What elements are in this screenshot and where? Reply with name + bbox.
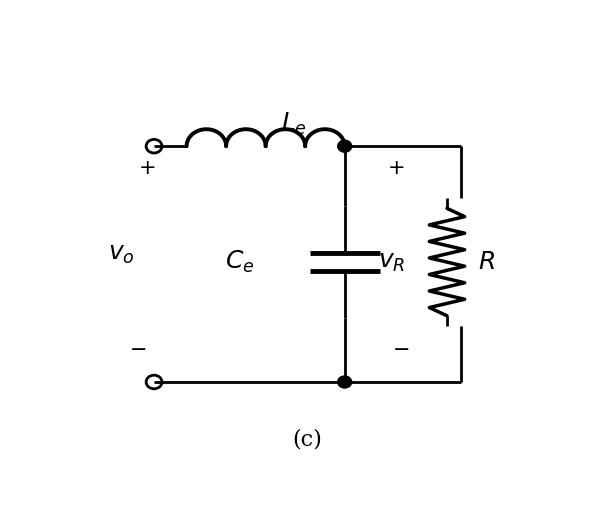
Text: $L_e$: $L_e$	[281, 111, 307, 138]
Circle shape	[338, 140, 352, 152]
Text: $-$: $-$	[129, 338, 146, 358]
Text: $v_o$: $v_o$	[108, 242, 135, 266]
Text: $+$: $+$	[387, 159, 404, 177]
Text: $-$: $-$	[392, 338, 409, 358]
Text: $C_e$: $C_e$	[226, 249, 255, 275]
Text: $+$: $+$	[139, 159, 156, 177]
Text: $v_R$: $v_R$	[377, 251, 405, 274]
Text: (c): (c)	[293, 429, 322, 451]
Circle shape	[338, 376, 352, 388]
Text: $R$: $R$	[478, 251, 495, 274]
